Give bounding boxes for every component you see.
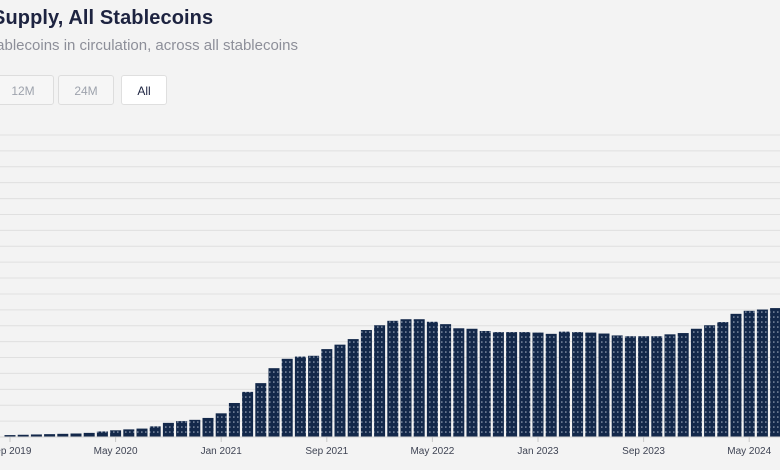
- chart-subtitle: tablecoins in circulation, across all st…: [0, 37, 298, 54]
- data-bar[interactable]: [294, 356, 306, 437]
- range-tab-12m[interactable]: 12M: [0, 75, 54, 105]
- stablecoin-supply-bar-chart: Sep 2019 May 2020 Jan 2021 Sep 2021 May 2022…: [0, 134, 780, 457]
- data-bar[interactable]: [374, 325, 386, 437]
- data-bar[interactable]: [189, 419, 201, 437]
- data-bar[interactable]: [83, 432, 95, 437]
- data-bar[interactable]: [426, 321, 438, 437]
- data-bar[interactable]: [624, 336, 636, 437]
- data-bar[interactable]: [506, 332, 518, 437]
- data-bar[interactable]: [242, 391, 254, 437]
- data-bar[interactable]: [387, 320, 399, 437]
- data-bar[interactable]: [651, 336, 663, 437]
- data-bar[interactable]: [717, 322, 729, 437]
- range-tab-group: 12M 24M All: [0, 75, 190, 107]
- data-bar[interactable]: [123, 429, 135, 437]
- x-tick-label: Sep 2019: [0, 446, 32, 457]
- data-bar[interactable]: [466, 328, 478, 437]
- x-tick-label: May 2022: [410, 446, 454, 457]
- data-bar[interactable]: [704, 325, 716, 437]
- data-bar[interactable]: [598, 333, 610, 437]
- data-bar[interactable]: [545, 333, 557, 437]
- data-bar[interactable]: [215, 413, 227, 437]
- data-bar[interactable]: [162, 422, 174, 437]
- data-bar[interactable]: [638, 336, 650, 437]
- data-bar[interactable]: [44, 434, 56, 437]
- data-bar[interactable]: [255, 383, 267, 437]
- data-bar[interactable]: [519, 332, 531, 437]
- data-bar[interactable]: [176, 421, 188, 437]
- range-tab-24m[interactable]: 24M: [58, 75, 114, 105]
- data-bar[interactable]: [453, 328, 465, 437]
- data-bar[interactable]: [400, 319, 412, 437]
- data-bar[interactable]: [70, 433, 82, 438]
- x-tick-label: Jan 2023: [517, 446, 559, 457]
- data-bar[interactable]: [202, 417, 214, 437]
- data-bar[interactable]: [743, 310, 755, 437]
- x-tick-label: May 2020: [94, 446, 138, 457]
- data-bar[interactable]: [17, 434, 29, 437]
- chart-title: Supply, All Stablecoins: [0, 7, 214, 29]
- data-bar[interactable]: [281, 358, 293, 437]
- data-bar[interactable]: [756, 309, 768, 437]
- data-bar[interactable]: [4, 435, 16, 437]
- range-tab-all[interactable]: All: [121, 75, 167, 105]
- data-bar[interactable]: [677, 333, 689, 437]
- data-bar[interactable]: [228, 402, 240, 437]
- data-bar[interactable]: [664, 334, 676, 437]
- data-bar[interactable]: [585, 332, 597, 437]
- data-bar[interactable]: [308, 355, 320, 437]
- data-bar[interactable]: [57, 433, 69, 437]
- data-bar[interactable]: [440, 324, 452, 437]
- data-bar[interactable]: [572, 332, 584, 437]
- data-bar[interactable]: [149, 426, 161, 437]
- data-bar[interactable]: [96, 431, 108, 437]
- data-bar[interactable]: [413, 319, 425, 437]
- data-bar[interactable]: [334, 344, 346, 437]
- data-bar[interactable]: [611, 335, 623, 437]
- data-bar[interactable]: [347, 339, 359, 437]
- data-bar[interactable]: [770, 308, 780, 437]
- data-bar[interactable]: [136, 428, 148, 437]
- data-bar[interactable]: [110, 430, 122, 437]
- x-tick-label: Sep 2023: [622, 446, 665, 457]
- data-bar[interactable]: [268, 368, 280, 437]
- data-bar[interactable]: [321, 349, 333, 437]
- data-bar[interactable]: [492, 332, 504, 437]
- data-bar[interactable]: [690, 328, 702, 437]
- data-bar[interactable]: [730, 313, 742, 437]
- x-tick-label: May 2024: [727, 446, 771, 457]
- data-bar[interactable]: [360, 330, 372, 437]
- data-bar[interactable]: [30, 434, 42, 437]
- x-tick-label: Jan 2021: [201, 446, 243, 457]
- data-bar[interactable]: [558, 331, 570, 437]
- data-bar[interactable]: [479, 330, 491, 437]
- x-tick-label: Sep 2021: [305, 446, 348, 457]
- data-bar[interactable]: [532, 332, 544, 437]
